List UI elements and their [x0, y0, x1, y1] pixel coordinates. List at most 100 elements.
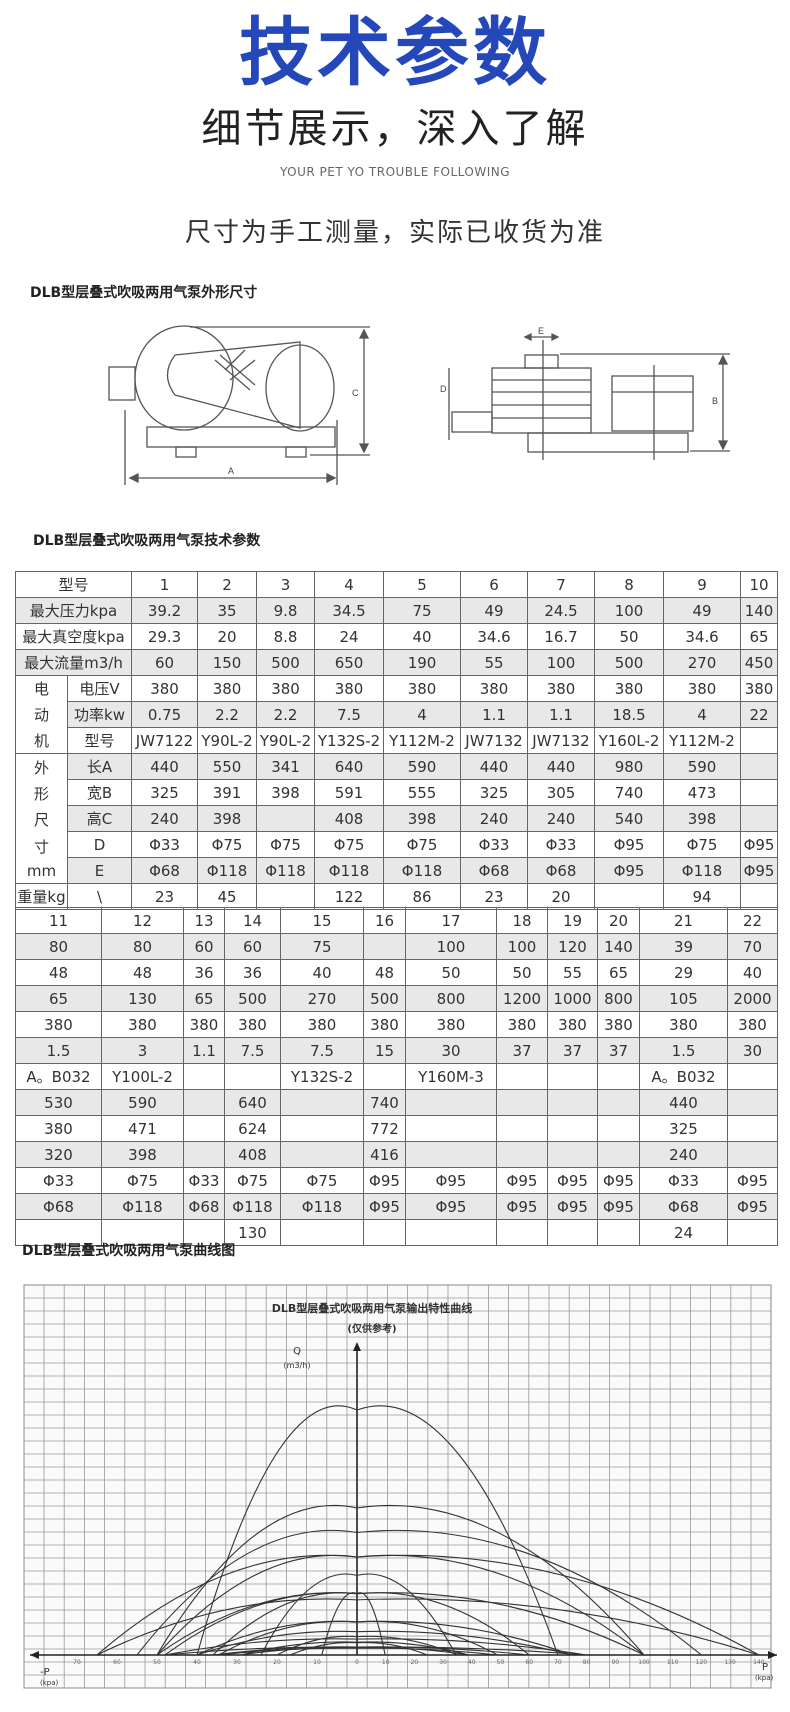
cell: Φ118: [383, 857, 462, 884]
cell: [597, 1089, 640, 1116]
cell: [740, 883, 779, 910]
x-axis-right-label: P: [762, 1662, 768, 1673]
x-axis-left-arrow-icon: [30, 1651, 39, 1659]
dimension-drawings: A C E D B: [108, 325, 730, 485]
x-tick-label: 110: [667, 1659, 679, 1666]
x-tick-label: 30: [233, 1659, 241, 1666]
cell: [183, 1141, 225, 1168]
row-label: 型号: [66, 727, 133, 754]
table-row: Φ33 Φ75 Φ33 Φ75 Φ75 Φ95 Φ95 Φ95 Φ95 Φ95 Φ33 Φ95: [15, 1167, 778, 1194]
cell: 640: [314, 753, 385, 780]
end-view-drawing: [448, 332, 730, 460]
cell: 380: [527, 675, 596, 702]
cell: 36: [183, 959, 225, 986]
cell: 380: [547, 1011, 598, 1038]
cell: 50: [594, 623, 665, 650]
model-number: 18: [496, 907, 548, 934]
table-row: 48 48 36 36 40 48 50 50 55 65 29 40: [15, 959, 778, 986]
table-row: 65 130 65 500 270 500 800 1200 1000 800 105 2000: [15, 985, 778, 1012]
cell: 740: [363, 1089, 406, 1116]
cell: Y100L-2: [101, 1063, 184, 1090]
cell: 100: [496, 933, 548, 960]
cell: 34.5: [314, 597, 385, 624]
cell: 341: [256, 753, 316, 780]
cell: Φ75: [256, 831, 316, 858]
curve-series-22: [196, 1405, 559, 1656]
cell: [405, 1115, 497, 1142]
cell: 18.5: [594, 701, 665, 728]
cell: 540: [594, 805, 665, 832]
performance-curve-chart: DLB型层叠式吹吸两用气泵输出特性曲线 (仅供参考) Q (m3/h) -P (…: [23, 1284, 777, 1689]
row-label: E: [66, 857, 133, 884]
cell: 398: [101, 1141, 184, 1168]
cell: 1200: [496, 985, 548, 1012]
cell: [727, 1219, 778, 1246]
cell: Y160M-3: [405, 1063, 497, 1090]
cell: 49: [460, 597, 529, 624]
cell: 50: [496, 959, 548, 986]
cell: A。B032: [15, 1063, 102, 1090]
cell: 4: [383, 701, 462, 728]
cell: [15, 1219, 102, 1246]
cell: [280, 1115, 364, 1142]
model-number: 22: [727, 907, 778, 934]
cell: 16.7: [527, 623, 596, 650]
cell: [363, 1219, 406, 1246]
cell: 380: [280, 1011, 364, 1038]
cell: 555: [383, 779, 462, 806]
cell: [256, 883, 316, 910]
cell: 55: [460, 649, 529, 676]
cell: Φ75: [224, 1167, 281, 1194]
x-tick-label: 50: [153, 1659, 161, 1666]
cell: 50: [405, 959, 497, 986]
cell: 37: [496, 1037, 548, 1064]
cell: 2000: [727, 985, 778, 1012]
cell: 22: [740, 701, 779, 728]
cell: Φ33: [460, 831, 529, 858]
cell: 75: [383, 597, 462, 624]
model-number: 16: [363, 907, 406, 934]
cell: Φ118: [314, 857, 385, 884]
cell: Y112M-2: [663, 727, 742, 754]
x-tick-label: 100: [638, 1659, 650, 1666]
row-sublabel: \: [66, 883, 133, 910]
cell: Φ68: [460, 857, 529, 884]
x-tick-label: 70: [73, 1659, 81, 1666]
cell: 35: [197, 597, 258, 624]
x-axis-left-label: -P: [40, 1667, 50, 1678]
cell: 398: [256, 779, 316, 806]
cell: 398: [663, 805, 742, 832]
cell: [256, 805, 316, 832]
cell: 122: [314, 883, 385, 910]
cell: Φ75: [280, 1167, 364, 1194]
x-tick-label: 20: [273, 1659, 281, 1666]
cell: 471: [101, 1115, 184, 1142]
cell: [405, 1219, 497, 1246]
row-label: 最大真空度kpa: [14, 623, 133, 650]
x-tick-label: 60: [113, 1659, 121, 1666]
cell: [183, 1063, 225, 1090]
cell: 39: [639, 933, 728, 960]
cell: 408: [314, 805, 385, 832]
cell: [547, 1115, 598, 1142]
cell: 75: [280, 933, 364, 960]
cell: Φ95: [405, 1193, 497, 1220]
cell: 320: [15, 1141, 102, 1168]
cell: 40: [383, 623, 462, 650]
cell: 800: [597, 985, 640, 1012]
model-number: 11: [15, 907, 102, 934]
curve-series-12: [164, 1638, 587, 1656]
cell: [496, 1141, 548, 1168]
cell: Φ68: [131, 857, 199, 884]
header-label: 型号: [14, 571, 133, 598]
cell: Φ118: [197, 857, 258, 884]
row-label: 电压V: [66, 675, 133, 702]
cell: 29: [639, 959, 728, 986]
cell: 37: [597, 1037, 640, 1064]
cell: [597, 1063, 640, 1090]
cell: 100: [405, 933, 497, 960]
cell: 240: [460, 805, 529, 832]
cell: Φ118: [101, 1193, 184, 1220]
cell: Φ95: [597, 1193, 640, 1220]
cell: [740, 779, 779, 806]
